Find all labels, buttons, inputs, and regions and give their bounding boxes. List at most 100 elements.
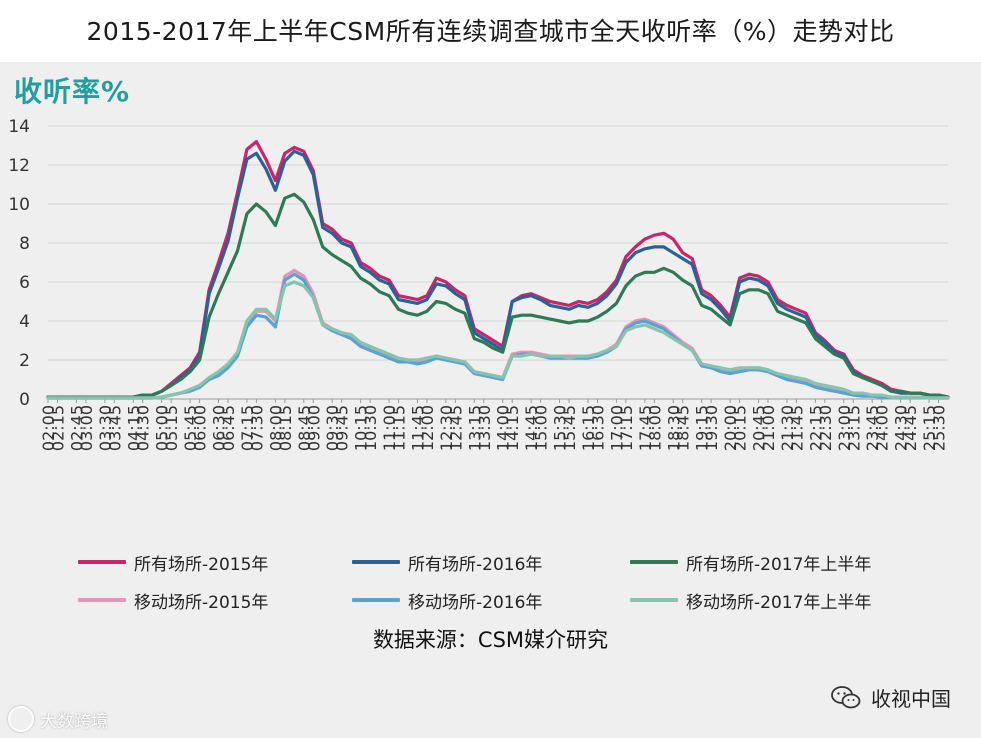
x-tick-label: 15:00 [532, 405, 551, 451]
x-tick-label: 14:15 [503, 405, 522, 451]
legend-item: 所有场所-2017年上半年 [630, 548, 871, 576]
x-tick-label: 18:00 [645, 405, 664, 451]
x-tick-label: 24:45 [901, 405, 920, 451]
x-tick-label: 09:00 [304, 405, 323, 451]
x-tick-label: 02:00 [39, 405, 58, 451]
x-tick-label: 21:00 [759, 405, 778, 451]
x-tick-label: 14:45 [522, 405, 541, 451]
x-tick-label: 04:15 [124, 405, 143, 451]
x-tick-label: 05:00 [153, 405, 172, 451]
legend-swatch [352, 560, 400, 564]
watermark-left-text: 大数跨境 [40, 711, 108, 732]
x-tick-label: 09:45 [333, 405, 352, 451]
watermark-left: 大数跨境 [8, 706, 108, 732]
x-tick-label: 25:15 [920, 405, 939, 451]
legend-item: 移动场所-2017年上半年 [630, 586, 871, 614]
legend-label: 所有场所-2015年 [134, 554, 269, 575]
x-tick-label: 03:00 [77, 405, 96, 451]
y-tick-label: 6 [19, 273, 30, 293]
legend-swatch [630, 560, 678, 564]
x-tick-label: 12:00 [418, 405, 437, 451]
x-tick-label: 19:15 [693, 405, 712, 451]
y-tick-labels: 0 2 4 6 8 10 12 14 [8, 117, 30, 410]
x-tick-label: 25:30 [930, 405, 949, 451]
x-tick-label: 14:00 [494, 405, 513, 451]
y-tick-label: 0 [19, 390, 30, 410]
watermark-logo-icon [8, 706, 34, 732]
x-tick-label: 09:30 [323, 405, 342, 451]
x-tick-label: 24:30 [892, 405, 911, 451]
legend-item: 移动场所-2015年 [78, 586, 268, 614]
series-line-6 [46, 280, 950, 400]
x-tick-label: 11:45 [408, 405, 427, 451]
wechat-icon [831, 685, 861, 708]
page-title: 2015-2017年上半年CSM所有连续调查城市全天收听率（%）走势对比 [86, 17, 895, 46]
x-tick-label: 12:30 [437, 405, 456, 451]
x-tick-label: 23:45 [863, 405, 882, 451]
x-tick-label: 02:45 [67, 405, 86, 451]
title-bar: 2015-2017年上半年CSM所有连续调查城市全天收听率（%）走势对比 [0, 0, 981, 62]
y-tick-label: 10 [8, 195, 30, 215]
x-tick-label: 08:45 [295, 405, 314, 451]
x-tick-label: 16:15 [579, 405, 598, 451]
x-tick-label: 23:15 [844, 405, 863, 451]
gridlines [48, 125, 948, 400]
y-axis-label: 收听率% [14, 75, 131, 108]
x-tick-label: 15:30 [551, 405, 570, 451]
axes [47, 399, 940, 403]
legend-label: 移动场所-2015年 [134, 592, 269, 613]
x-tick-label: 11:15 [390, 405, 409, 451]
x-tick-label: 03:45 [105, 405, 124, 451]
x-tick-label: 17:00 [607, 405, 626, 451]
x-tick-label: 19:30 [702, 405, 721, 451]
y-tick-label: 4 [19, 312, 30, 332]
x-tick-label: 17:15 [617, 405, 636, 451]
legend-label: 移动场所-2016年 [408, 592, 543, 613]
legend-item: 移动场所-2016年 [352, 586, 542, 614]
x-tick-label: 02:15 [48, 405, 67, 451]
x-tick-label: 10:30 [361, 405, 380, 451]
legend-swatch [352, 598, 400, 602]
chart-panel [0, 62, 981, 738]
x-tick-label: 18:30 [664, 405, 683, 451]
legend-label: 所有场所-2016年 [408, 554, 543, 575]
legend-item: 所有场所-2016年 [352, 548, 542, 576]
x-tick-label: 04:30 [134, 405, 153, 451]
watermark-right-text: 收视中国 [871, 687, 951, 711]
x-tick-label: 18:45 [674, 405, 693, 451]
source-note: 数据来源：CSM媒介研究 [372, 628, 609, 652]
x-tick-label: 08:15 [276, 405, 295, 451]
legend-swatch [630, 598, 678, 602]
x-tick-label: 20:00 [721, 405, 740, 451]
x-tick-label: 06:00 [191, 405, 210, 451]
series-line-2 [46, 149, 950, 399]
x-tick-label: 12:45 [446, 405, 465, 451]
x-tick-label: 07:15 [238, 405, 257, 451]
watermark-right: 收视中国 [831, 683, 951, 712]
legend-swatch [78, 598, 126, 602]
x-tick-label: 21:30 [778, 405, 797, 451]
legend-label: 移动场所-2017年上半年 [686, 592, 872, 613]
x-tick-label: 10:15 [352, 405, 371, 451]
series-line-1 [46, 139, 950, 399]
x-tick-label: 13:30 [475, 405, 494, 451]
x-tick-label: 17:45 [636, 405, 655, 451]
x-tick-label: 03:30 [96, 405, 115, 451]
x-tick-label: 08:00 [266, 405, 285, 451]
x-tick-label: 13:15 [465, 405, 484, 451]
series-lines [46, 139, 950, 400]
x-tick-label: 06:45 [219, 405, 238, 451]
legend: 所有场所-2015年 所有场所-2016年 所有场所-2017年上半年移动场所-20… [0, 548, 981, 622]
x-tick-label: 06:30 [210, 405, 229, 451]
x-tick-label: 05:15 [162, 405, 181, 451]
y-tick-label: 2 [19, 351, 30, 371]
y-tick-label: 14 [8, 117, 30, 137]
x-tick-label: 20:15 [731, 405, 750, 451]
x-tick-label: 22:15 [806, 405, 825, 451]
x-tick-label: 16:30 [588, 405, 607, 451]
legend-swatch [78, 560, 126, 564]
legend-item: 所有场所-2015年 [78, 548, 268, 576]
x-tick-label: 07:30 [247, 405, 266, 451]
